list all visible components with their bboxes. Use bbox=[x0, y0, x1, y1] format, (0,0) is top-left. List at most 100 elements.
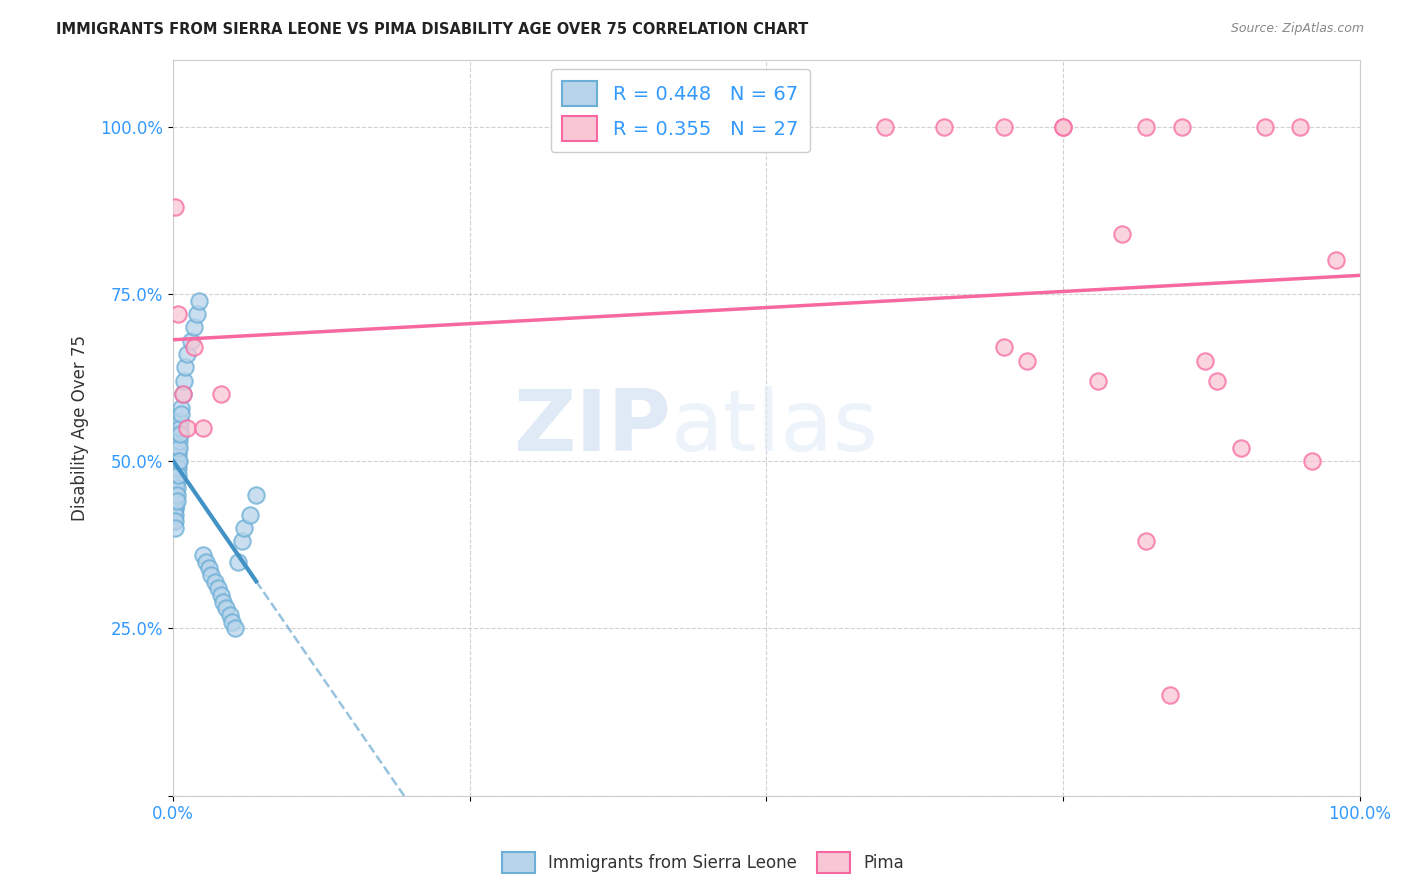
Point bbox=[228, 555, 250, 569]
Point bbox=[165, 500, 187, 515]
Point bbox=[163, 487, 186, 501]
Point bbox=[165, 467, 187, 482]
Point bbox=[200, 568, 222, 582]
Point bbox=[170, 401, 193, 415]
Point bbox=[209, 588, 232, 602]
Point bbox=[165, 514, 187, 528]
Point bbox=[191, 420, 214, 434]
Text: Source: ZipAtlas.com: Source: ZipAtlas.com bbox=[1230, 22, 1364, 36]
Point bbox=[173, 374, 195, 388]
Point bbox=[166, 441, 188, 455]
Point bbox=[163, 500, 186, 515]
Point bbox=[172, 387, 194, 401]
Point bbox=[163, 494, 186, 508]
Point bbox=[166, 460, 188, 475]
Point bbox=[167, 427, 190, 442]
Point bbox=[188, 293, 211, 308]
Point bbox=[166, 467, 188, 482]
Point bbox=[174, 360, 197, 375]
Legend: R = 0.448   N = 67, R = 0.355   N = 27: R = 0.448 N = 67, R = 0.355 N = 27 bbox=[551, 70, 810, 153]
Point bbox=[183, 320, 205, 334]
Point bbox=[176, 420, 198, 434]
Point bbox=[172, 387, 194, 401]
Point bbox=[163, 487, 186, 501]
Y-axis label: Disability Age Over 75: Disability Age Over 75 bbox=[72, 334, 89, 521]
Point bbox=[1159, 689, 1181, 703]
Point bbox=[169, 427, 191, 442]
Point bbox=[166, 481, 188, 495]
Point bbox=[1111, 227, 1133, 241]
Point bbox=[165, 200, 187, 214]
Point bbox=[166, 460, 188, 475]
Point bbox=[166, 447, 188, 461]
Point bbox=[165, 494, 187, 508]
Point bbox=[934, 120, 956, 134]
Point bbox=[1194, 353, 1216, 368]
Point bbox=[163, 514, 186, 528]
Point bbox=[163, 500, 186, 515]
Point bbox=[219, 608, 242, 623]
Point bbox=[165, 487, 187, 501]
Point bbox=[215, 601, 238, 615]
Point bbox=[166, 487, 188, 501]
Point bbox=[165, 521, 187, 535]
Point bbox=[1253, 120, 1275, 134]
Point bbox=[224, 622, 246, 636]
Point bbox=[1289, 120, 1312, 134]
Point bbox=[209, 387, 232, 401]
Point bbox=[169, 414, 191, 428]
Point bbox=[163, 494, 186, 508]
Point bbox=[1170, 120, 1192, 134]
Point bbox=[163, 494, 186, 508]
Point bbox=[163, 481, 186, 495]
Point bbox=[167, 434, 190, 448]
Point bbox=[245, 487, 267, 501]
Point bbox=[195, 555, 218, 569]
Point bbox=[207, 582, 229, 596]
Point bbox=[231, 534, 253, 549]
Point bbox=[180, 334, 202, 348]
Point bbox=[165, 481, 187, 495]
Point bbox=[169, 420, 191, 434]
Point bbox=[166, 454, 188, 468]
Point bbox=[873, 120, 896, 134]
Point bbox=[186, 307, 208, 321]
Point bbox=[166, 307, 188, 321]
Point bbox=[993, 340, 1015, 354]
Point bbox=[1017, 353, 1039, 368]
Point bbox=[1087, 374, 1109, 388]
Text: atlas: atlas bbox=[672, 386, 879, 469]
Point bbox=[1135, 534, 1157, 549]
Point bbox=[1135, 120, 1157, 134]
Point bbox=[1206, 374, 1229, 388]
Point bbox=[233, 521, 256, 535]
Point bbox=[204, 574, 226, 589]
Text: IMMIGRANTS FROM SIERRA LEONE VS PIMA DISABILITY AGE OVER 75 CORRELATION CHART: IMMIGRANTS FROM SIERRA LEONE VS PIMA DIS… bbox=[56, 22, 808, 37]
Legend: Immigrants from Sierra Leone, Pima: Immigrants from Sierra Leone, Pima bbox=[495, 846, 911, 880]
Point bbox=[1052, 120, 1074, 134]
Point bbox=[191, 548, 214, 562]
Point bbox=[165, 474, 187, 488]
Point bbox=[212, 595, 235, 609]
Point bbox=[166, 467, 188, 482]
Point bbox=[239, 508, 262, 522]
Point bbox=[165, 474, 187, 488]
Point bbox=[165, 508, 187, 522]
Point bbox=[221, 615, 243, 629]
Text: ZIP: ZIP bbox=[513, 386, 672, 469]
Point bbox=[993, 120, 1015, 134]
Point bbox=[1301, 454, 1323, 468]
Point bbox=[163, 494, 186, 508]
Point bbox=[1324, 253, 1347, 268]
Point bbox=[183, 340, 205, 354]
Point bbox=[166, 474, 188, 488]
Point bbox=[167, 441, 190, 455]
Point bbox=[1052, 120, 1074, 134]
Point bbox=[170, 407, 193, 421]
Point bbox=[166, 454, 188, 468]
Point bbox=[176, 347, 198, 361]
Point bbox=[1230, 441, 1253, 455]
Point bbox=[197, 561, 219, 575]
Point bbox=[163, 508, 186, 522]
Point bbox=[166, 494, 188, 508]
